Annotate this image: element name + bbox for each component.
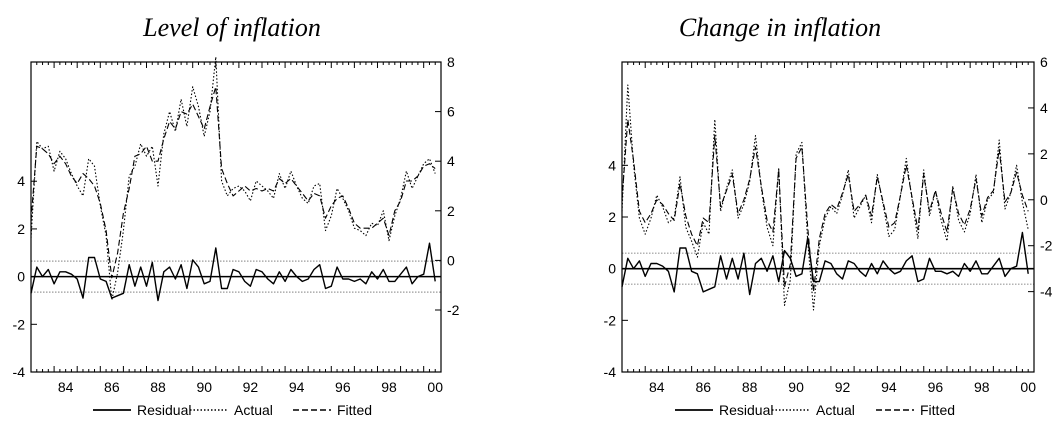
left-axis-tick-label: 2 [608, 209, 616, 225]
x-axis-tick-label: 00 [427, 379, 443, 395]
chart-panel-change: Change in inflation -4 -2 0 2 4 -4 -2 0 2 4 6 84 86 8… [530, 0, 1059, 445]
right-axis-tick-label: 8 [447, 54, 455, 70]
x-axis-tick-label: 98 [381, 379, 397, 395]
x-axis-tick-label: 88 [150, 379, 166, 395]
right-axis-tick-label: 0 [1040, 192, 1048, 208]
right-axis-tick-label: -4 [1040, 284, 1053, 300]
series-line-actual [30, 56, 436, 301]
legend-label-actual: Actual [234, 402, 273, 418]
legend-label-fitted: Fitted [337, 402, 372, 418]
x-axis-tick-label: 94 [289, 379, 305, 395]
chart-panel-level: Level of inflation -4 -2 0 2 4 -2 0 2 4 6 8 84 86 88 9… [0, 0, 529, 445]
x-axis-tick-label: 98 [974, 379, 990, 395]
series-line-residual [621, 231, 1029, 296]
chart-svg: Level of inflation -4 -2 0 2 4 -2 0 2 4 6 8 84 86 88 9… [13, 13, 460, 418]
left-axis-tick-label: -4 [604, 364, 617, 380]
x-axis-tick-label: 90 [196, 379, 212, 395]
legend-label-residual: Residual [137, 402, 191, 418]
series-line-residual [30, 242, 436, 302]
x-axis-tick-label: 88 [742, 379, 758, 395]
series-line-fitted [30, 86, 436, 279]
left-axis-tick-label: 2 [17, 221, 25, 237]
left-axis-tick-label: 0 [608, 261, 616, 277]
right-axis-tick-label: 4 [447, 153, 455, 169]
x-axis-tick-label: 96 [335, 379, 351, 395]
x-axis-tick-label: 90 [788, 379, 804, 395]
left-axis-tick-label: 4 [17, 173, 25, 189]
right-axis-tick-label: 2 [1040, 146, 1048, 162]
left-axis-tick-label: 4 [608, 157, 616, 173]
x-axis-tick-label: 84 [649, 379, 665, 395]
chart-title: Change in inflation [679, 13, 881, 42]
left-axis-tick-label: -4 [13, 364, 26, 380]
x-axis-tick-label: 84 [58, 379, 74, 395]
x-axis-tick-label: 94 [881, 379, 897, 395]
left-axis-tick-label: -2 [13, 316, 26, 332]
legend-label-actual: Actual [816, 402, 855, 418]
chart-svg: Change in inflation -4 -2 0 2 4 -4 -2 0 2 4 6 84 86 8… [604, 13, 1053, 418]
x-axis-tick-label: 86 [104, 379, 120, 395]
legend-label-residual: Residual [719, 402, 773, 418]
chart-title: Level of inflation [142, 13, 321, 42]
left-axis-tick-label: -2 [604, 312, 617, 328]
right-axis-tick-label: -2 [1040, 238, 1053, 254]
right-axis-tick-label: 0 [447, 252, 455, 268]
left-axis-tick-label: 0 [17, 269, 25, 285]
legend-label-fitted: Fitted [920, 402, 955, 418]
x-axis-tick-label: 96 [928, 379, 944, 395]
right-axis-tick-label: 6 [1040, 54, 1048, 70]
plot-area: -4 -2 0 2 4 -4 -2 0 2 4 6 84 86 88 90 92 94 96 98 00 Residua… [604, 54, 1053, 418]
x-axis-tick-label: 92 [835, 379, 851, 395]
x-axis-tick-label: 00 [1020, 379, 1036, 395]
plot-area: -4 -2 0 2 4 -2 0 2 4 6 8 84 86 88 90 92 94 96 98 00 Residual… [13, 54, 460, 418]
right-axis-tick-label: -2 [447, 302, 460, 318]
right-axis-tick-label: 4 [1040, 100, 1048, 116]
x-axis-tick-label: 92 [243, 379, 259, 395]
plot-frame [621, 61, 1035, 373]
plot-frame [30, 61, 442, 373]
right-axis-tick-label: 6 [447, 104, 455, 120]
right-axis-tick-label: 2 [447, 203, 455, 219]
x-axis-tick-label: 86 [695, 379, 711, 395]
series-line-fitted [621, 118, 1029, 293]
